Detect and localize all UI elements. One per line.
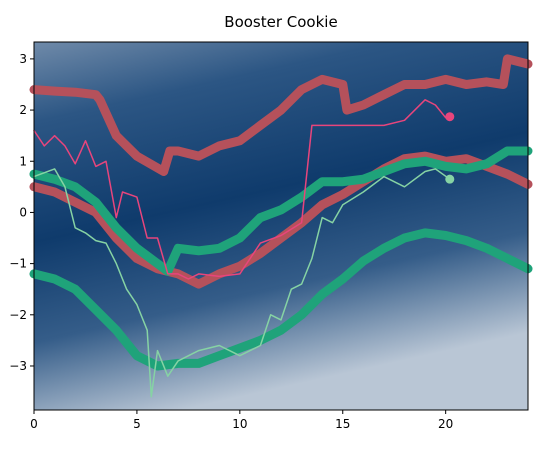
x-tick-label: 20 xyxy=(438,417,453,431)
y-tick-label: 0 xyxy=(19,205,27,219)
x-tick-label: 0 xyxy=(30,417,38,431)
line xyxy=(33,99,451,280)
y-tick-label: 2 xyxy=(19,103,27,117)
line xyxy=(29,54,533,176)
x-tick-label: 10 xyxy=(232,417,247,431)
y-tick-label: −2 xyxy=(9,308,27,322)
end-marker xyxy=(445,174,455,184)
chart-title: Booster Cookie xyxy=(224,13,337,31)
y-tick-label: 3 xyxy=(19,52,27,66)
end-marker xyxy=(445,112,455,122)
plot-area xyxy=(29,54,533,398)
line xyxy=(33,168,451,398)
line xyxy=(29,151,533,289)
y-tick-label: −1 xyxy=(9,257,27,271)
x-tick-label: 5 xyxy=(133,417,141,431)
axes-frame xyxy=(33,41,529,411)
x-tick-label: 15 xyxy=(335,417,350,431)
line xyxy=(29,146,533,276)
y-tick-label: −3 xyxy=(9,359,27,373)
line xyxy=(29,228,533,371)
y-tick-label: 1 xyxy=(19,154,27,168)
